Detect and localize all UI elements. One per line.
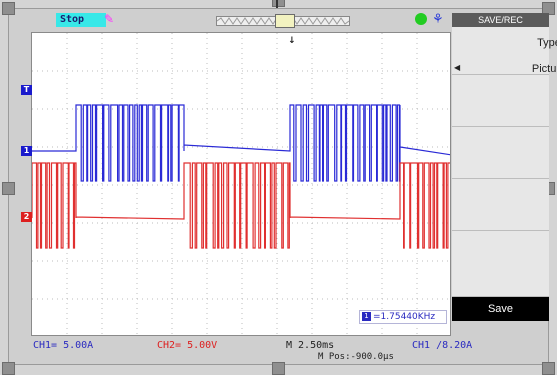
menu-arrow-icon: ◀ bbox=[454, 63, 460, 72]
menu-type-value: Picture bbox=[501, 63, 557, 75]
menu-type-label: Type bbox=[501, 37, 557, 49]
ch2-ground-marker[interactable]: 2 bbox=[21, 212, 32, 222]
ch2-waveform bbox=[32, 163, 451, 248]
ch1-ground-marker[interactable]: 1 bbox=[21, 146, 32, 156]
resize-handle-bottom-left[interactable] bbox=[2, 362, 15, 375]
run-status-badge[interactable]: Stop bbox=[56, 13, 106, 27]
horizontal-position-readout: M Pos:-900.0μs bbox=[318, 352, 394, 362]
menu-empty-slot-1[interactable] bbox=[452, 75, 549, 127]
ch2-scale-readout: CH2= 5.00V bbox=[157, 340, 217, 351]
menu-empty-slot-3[interactable] bbox=[452, 179, 549, 231]
resize-handle-top-left[interactable] bbox=[2, 2, 15, 15]
ch1-scale-readout: CH1= 5.00A bbox=[33, 340, 93, 351]
menu-empty-slot-4[interactable] bbox=[452, 231, 549, 297]
waveform-grid bbox=[32, 33, 451, 336]
timebase-readout: M 2.50ms bbox=[286, 340, 334, 351]
menu-empty-slot-2[interactable] bbox=[452, 127, 549, 179]
wrench-icon: ✎ bbox=[104, 12, 114, 26]
menu-title: SAVE/REC bbox=[452, 13, 549, 27]
resize-handle-bottom[interactable] bbox=[272, 362, 285, 375]
frequency-value: =1.75440KHz bbox=[373, 312, 435, 322]
waveform-screen[interactable] bbox=[31, 32, 451, 336]
trigger-level-marker[interactable]: T bbox=[21, 85, 32, 95]
menu-type-button[interactable]: Type ◀ Picture bbox=[452, 27, 549, 75]
trigger-position-marker: ↓ bbox=[288, 36, 296, 46]
usb-icon: ⚘ bbox=[432, 12, 444, 27]
status-dot-icon bbox=[415, 13, 427, 25]
frequency-channel-tag: 1 bbox=[362, 312, 371, 321]
side-menu: SAVE/REC Type ◀ Picture Save bbox=[452, 13, 549, 324]
frequency-readout: 1=1.75440KHz bbox=[359, 310, 447, 324]
save-button[interactable]: Save bbox=[452, 297, 549, 321]
memory-view-window[interactable] bbox=[275, 14, 295, 28]
top-handle-line bbox=[276, 0, 278, 8]
resize-handle-top[interactable] bbox=[272, 0, 285, 7]
resize-handle-bottom-right[interactable] bbox=[542, 362, 555, 375]
resize-handle-left[interactable] bbox=[2, 182, 15, 195]
trigger-readout: CH1 /8.20A bbox=[412, 340, 472, 351]
memory-position-strip[interactable] bbox=[216, 16, 350, 26]
